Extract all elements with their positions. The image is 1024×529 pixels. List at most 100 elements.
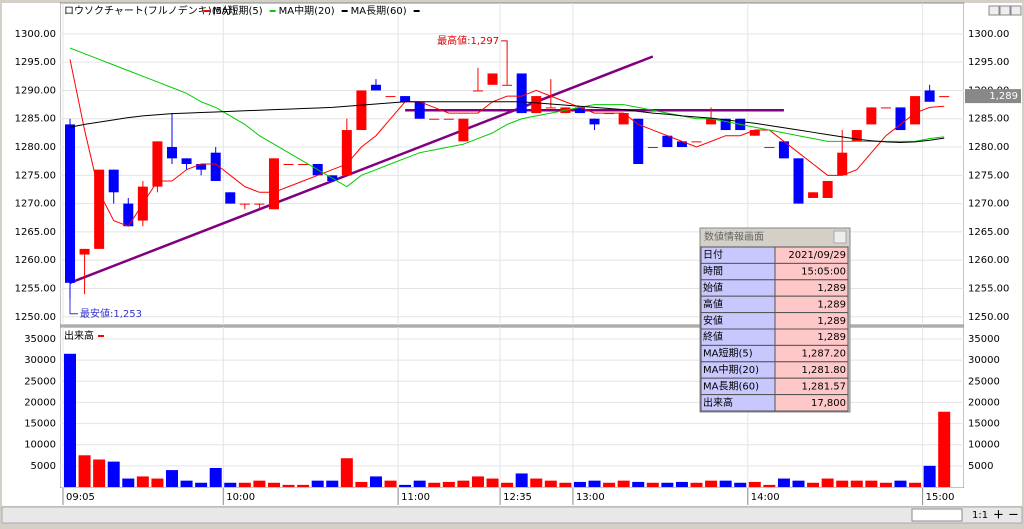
y-tick-label-right: 1250.00	[968, 312, 1009, 323]
y-tick-label-right: 15000	[968, 419, 1000, 430]
legend-title: ロウソクチャート(フルノデンキ)(5分)	[64, 4, 236, 17]
volume-bar	[821, 478, 834, 487]
legend-swatch	[413, 10, 420, 12]
candle-body	[837, 152, 848, 176]
volume-bar	[748, 481, 761, 487]
candle-body	[196, 164, 207, 170]
volume-bar	[369, 476, 382, 487]
volume-bar	[253, 480, 266, 487]
legend-swatch	[269, 10, 276, 12]
scrollbar[interactable]	[1, 506, 1023, 524]
candle-body	[385, 96, 396, 98]
candle-body	[895, 107, 906, 131]
candle-body	[181, 158, 192, 164]
legend-label: MA長期(60)	[351, 5, 407, 17]
volume-bar	[588, 480, 601, 487]
candle-body	[808, 192, 819, 198]
volume-bar	[282, 484, 295, 487]
volume-bar	[734, 482, 747, 487]
volume-bar	[559, 482, 572, 487]
candle-body	[487, 73, 498, 85]
last-price-label: 1,289	[989, 91, 1018, 102]
volume-bar	[326, 480, 339, 487]
zoom-slider[interactable]	[911, 508, 963, 522]
candle-body	[589, 118, 600, 125]
volume-bar	[471, 476, 484, 487]
right-axis-bg	[964, 3, 1022, 488]
volume-bar	[399, 484, 412, 487]
candle-body	[778, 141, 789, 159]
candle-body	[691, 141, 702, 143]
panel-button[interactable]	[1010, 5, 1022, 16]
volume-bar	[151, 478, 164, 487]
candle-body	[866, 107, 877, 125]
candle-body	[676, 141, 687, 148]
y-tick-label-right: 10000	[968, 440, 1000, 451]
volume-bar	[501, 482, 514, 487]
volume-bar	[457, 480, 470, 487]
legend-label: MA中期(20)	[279, 4, 335, 17]
info-key: 安値	[703, 314, 723, 327]
candle-body	[239, 203, 250, 205]
candle-body	[618, 113, 629, 125]
volume-bar	[894, 480, 907, 487]
info-value: 1,281.80	[801, 365, 846, 376]
volume-bar	[763, 484, 776, 487]
volume-bar	[209, 467, 222, 487]
candle-body	[123, 203, 134, 227]
volume-bar	[530, 478, 543, 487]
candle-body	[516, 73, 527, 114]
y-tick-label-right: 1295.00	[968, 57, 1009, 68]
legend-swatch	[204, 10, 210, 12]
volume-bar	[195, 482, 208, 487]
y-tick-label: 10000	[24, 440, 56, 451]
info-value: 17,800	[811, 398, 846, 409]
volume-bar	[690, 482, 703, 487]
zoom-in[interactable]: +	[993, 508, 1004, 523]
candle-body	[545, 107, 556, 109]
info-value-cell	[774, 394, 849, 412]
ma-line	[69, 59, 945, 227]
info-key: 高値	[703, 297, 723, 310]
y-tick-label-right: 1265.00	[968, 227, 1009, 238]
y-tick-label: 1295.00	[15, 57, 56, 68]
x-tick-label: 10:00	[226, 492, 255, 503]
panel-button[interactable]	[999, 5, 1011, 16]
info-value: 1,281.57	[801, 381, 846, 392]
close-button[interactable]	[833, 230, 847, 244]
candle-body	[166, 147, 177, 159]
volume-bar	[836, 480, 849, 487]
volume-bar	[165, 470, 178, 487]
y-tick-label: 20000	[24, 397, 56, 408]
volume-bar	[807, 482, 820, 487]
info-key: MA中期(20)	[703, 363, 759, 376]
volume-bar	[938, 411, 951, 487]
annotation: 最安値:1,253	[80, 307, 142, 320]
volume-bar	[603, 482, 616, 487]
legend-swatch	[341, 10, 348, 12]
candle-body	[298, 164, 309, 165]
volume-bar	[573, 481, 586, 487]
y-tick-label-right: 1260.00	[968, 255, 1009, 266]
panel-button[interactable]	[988, 5, 1000, 16]
x-tick-label: 09:05	[66, 492, 95, 503]
volume-bar	[93, 459, 106, 487]
y-tick-label-right: 1280.00	[968, 142, 1009, 153]
zoom-out[interactable]: −	[1008, 508, 1019, 523]
volume-bar	[515, 473, 528, 487]
info-value: 15:05:00	[801, 267, 846, 278]
legend-label: MA短期(5)	[213, 4, 263, 17]
annotation-leader	[501, 40, 508, 51]
annotation-leader	[69, 299, 78, 315]
info-key: 時間	[703, 266, 723, 278]
y-tick-label-right: 5000	[968, 461, 993, 472]
volume-bar	[355, 481, 368, 487]
volume-bar	[879, 482, 892, 487]
trendline	[69, 55, 654, 284]
candle-body	[79, 248, 90, 255]
ma-line	[69, 101, 945, 143]
x-tick-label: 12:35	[503, 492, 532, 503]
volume-bar	[428, 482, 441, 487]
